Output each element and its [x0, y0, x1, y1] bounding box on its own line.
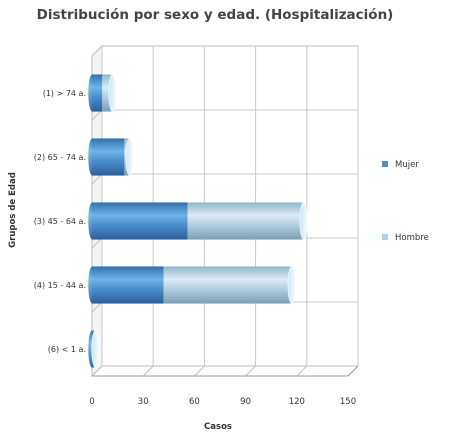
bar-right-cap-1 — [125, 138, 134, 176]
floor-line-0 — [91, 365, 103, 377]
x-tick-label-2: 60 — [189, 397, 200, 407]
x-tick-label-0: 0 — [89, 397, 94, 407]
cat-separator-side-1 — [91, 109, 103, 121]
cat-separator-side-3 — [91, 237, 103, 249]
x-tick-label-4: 120 — [289, 397, 305, 407]
bar-right-cap-0 — [108, 74, 117, 112]
bar-mujer-1 — [92, 138, 125, 176]
bar-group-2 — [88, 202, 308, 240]
y-category-label-0: (1) > 74 a. — [43, 89, 86, 98]
cat-separator-side-2 — [91, 173, 103, 185]
bar-group-4 — [88, 330, 100, 368]
x-tick-label-3: 90 — [240, 397, 251, 407]
floor-line-4 — [296, 365, 308, 377]
bar-hombre-3 — [163, 266, 292, 304]
chart-title: Distribución por sexo y edad. (Hospitali… — [37, 7, 394, 23]
legend-label-mujer: Mujer — [395, 160, 419, 170]
floor-line-3 — [245, 365, 256, 377]
legend-swatch-mujer — [382, 161, 388, 167]
plot-area: 0 30 60 90 120 150 (1) > 74 a. (2) 65 - 74 a. (3… — [34, 44, 359, 407]
floor-line-2 — [194, 365, 205, 377]
bar-right-cap-4 — [91, 330, 100, 368]
bar-mujer-2 — [92, 202, 188, 240]
bar-mujer-3 — [92, 266, 164, 304]
y-category-label-4: (6) < 1 a. — [48, 345, 86, 354]
bar-group-3 — [88, 266, 296, 304]
x-tick-label-1: 30 — [138, 397, 149, 407]
floor-right-edge — [347, 365, 359, 377]
y-category-label-3: (4) 15 - 44 a. — [34, 281, 86, 290]
legend: Mujer Hombre — [382, 160, 429, 243]
bar-group-1 — [88, 138, 134, 176]
bar-group-0 — [88, 74, 117, 112]
bar-mujer-0 — [92, 74, 103, 112]
bar-right-cap-2 — [299, 202, 308, 240]
y-axis-title: Grupos de Edad — [8, 172, 18, 248]
bar-left-cap-3 — [88, 266, 96, 304]
legend-label-hombre: Hombre — [395, 233, 429, 243]
x-axis-title: Casos — [204, 422, 232, 432]
bar-left-cap-2 — [88, 202, 96, 240]
legend-swatch-hombre — [382, 234, 388, 240]
floor-line-1 — [142, 365, 154, 377]
bar-right-cap-3 — [287, 266, 296, 304]
bar-hombre-2 — [187, 202, 304, 240]
bar-left-cap-1 — [88, 138, 96, 176]
y-category-label-2: (3) 45 - 64 a. — [34, 217, 86, 226]
bar-left-cap-0 — [88, 74, 96, 112]
cat-separator-side-4 — [91, 301, 103, 313]
x-tick-label-5: 150 — [340, 397, 356, 407]
bar-hombre-0 — [102, 74, 113, 112]
y-category-label-1: (2) 65 - 74 a. — [34, 153, 86, 162]
